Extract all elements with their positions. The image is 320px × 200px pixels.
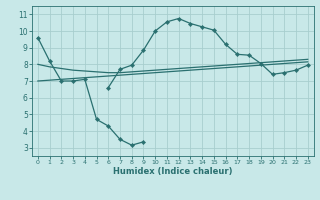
X-axis label: Humidex (Indice chaleur): Humidex (Indice chaleur)	[113, 167, 233, 176]
